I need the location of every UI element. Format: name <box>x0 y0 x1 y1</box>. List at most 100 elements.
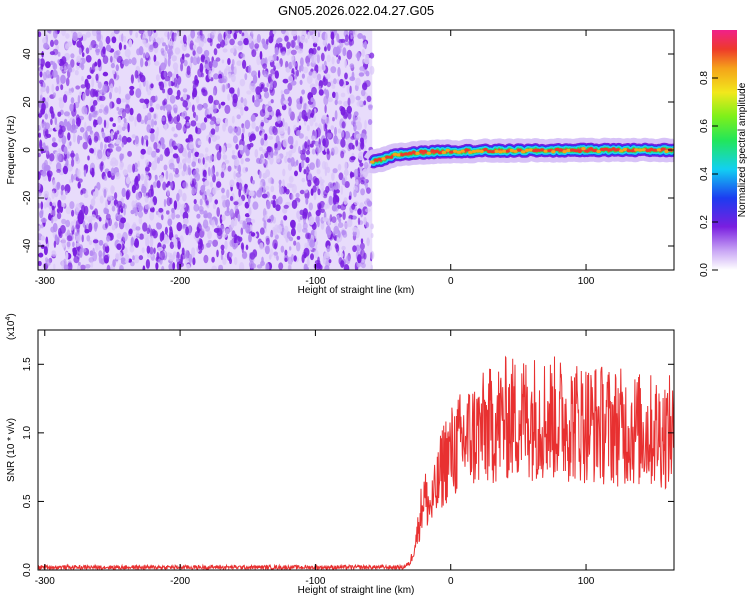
spectrogram-cell <box>244 201 250 209</box>
spectrogram-cell <box>47 74 53 79</box>
spectrogram-cell <box>236 176 242 183</box>
spectrogram-cell <box>200 54 205 61</box>
spectrogram-cell <box>162 181 167 191</box>
track-peak <box>505 149 511 153</box>
spectrogram-cell <box>124 48 131 58</box>
spectrogram-cell <box>313 192 317 201</box>
spectrogram-cell <box>306 62 310 67</box>
spectrogram-cell <box>222 233 228 238</box>
spectrogram-cell <box>149 99 153 107</box>
spectrogram-cell <box>55 85 60 92</box>
spectrogram-cell <box>245 224 251 234</box>
spectrogram-cell <box>216 117 221 124</box>
spectrogram-cell <box>149 211 155 221</box>
spectrogram-cell <box>349 171 353 179</box>
spectrogram-cell <box>363 178 367 186</box>
spectrogram-cell <box>259 227 265 235</box>
spectrogram-cell <box>290 49 297 55</box>
spectrogram-cell <box>289 246 292 251</box>
spectrogram-cell <box>179 235 184 244</box>
spectrogram-cell <box>343 197 348 205</box>
spectrogram-cell <box>349 76 356 82</box>
spectrogram-cell <box>350 156 356 161</box>
spectrogram-cell <box>248 233 252 243</box>
spectrogram-cell <box>110 157 117 165</box>
spectrogram-cell <box>55 184 61 191</box>
spectrogram-cell <box>332 168 338 174</box>
spectrogram-cell <box>103 207 108 215</box>
spectrogram-cell <box>291 199 298 209</box>
spectrogram-cell <box>171 210 176 220</box>
spectrogram-cell <box>240 106 244 116</box>
track-peak <box>539 148 545 152</box>
track-peak <box>543 149 548 153</box>
spectrogram-cell <box>122 169 128 176</box>
spectrogram-cell <box>306 75 313 84</box>
spectrogram-cell <box>199 198 203 206</box>
spectrogram-cell <box>252 201 259 210</box>
spectrogram-cell <box>116 97 122 105</box>
spectrogram-cell <box>275 135 280 145</box>
spectrogram-cell <box>134 238 140 248</box>
spectrogram-cell <box>325 116 331 125</box>
spectrogram-cell <box>117 116 122 123</box>
spectrogram-cell <box>263 220 267 229</box>
spectrogram-cell <box>189 40 194 50</box>
spectrogram-cell <box>353 168 359 179</box>
spectrogram-cell <box>320 208 325 213</box>
spectrogram-cell <box>156 180 161 189</box>
track-peak <box>626 149 631 153</box>
spectrogram-cell <box>285 60 289 69</box>
spectrogram-cell <box>237 45 243 51</box>
spectrogram-cell <box>75 203 81 213</box>
spectrogram-cell <box>204 147 209 153</box>
track-peak <box>441 150 447 155</box>
spectrogram-cell <box>295 140 298 147</box>
spectrogram-cell <box>227 93 231 101</box>
spectrogram-cell <box>282 118 285 128</box>
spectrogram-cell <box>213 154 217 162</box>
spectrogram-cell <box>60 202 66 208</box>
y-tick-label: 1.0 <box>22 425 33 439</box>
spectrogram-cell <box>77 134 81 145</box>
spectrogram-cell <box>360 89 366 97</box>
spectrogram-cell <box>96 181 101 191</box>
spectrogram-cell <box>164 236 170 244</box>
spectrogram-cell <box>343 100 349 107</box>
spectrogram-cell <box>258 170 262 179</box>
spectrogram-cell <box>133 254 140 264</box>
spectrogram-cell <box>237 87 240 98</box>
spectrogram-cell <box>298 146 301 154</box>
spectrogram-cell <box>145 166 150 172</box>
spectrogram-cell <box>291 222 296 230</box>
spectrogram-cell <box>71 118 76 127</box>
spectrogram-cell <box>263 133 268 141</box>
spectrogram-cell <box>304 141 308 149</box>
spectrogram-cell <box>211 256 215 263</box>
spectrogram-cell <box>362 35 366 41</box>
snr-panel: -300 -200 -100 0 100 0.0 0.5 1.0 1.5 Height of … <box>5 313 675 596</box>
spectrogram-cell <box>67 41 72 48</box>
spectrogram-cell <box>96 30 102 35</box>
spectrogram-cell <box>211 134 217 142</box>
spectrogram-cell <box>312 185 317 193</box>
spectrogram-cell <box>91 77 95 88</box>
spectrogram-cell <box>331 56 335 65</box>
spectrogram-cell <box>42 37 47 44</box>
spectrogram-cell <box>222 48 228 53</box>
spectrogram-cell <box>110 130 114 140</box>
spectrogram-cell <box>94 61 98 68</box>
spectrogram-cell <box>130 236 134 246</box>
spectrogram-cell <box>103 119 107 128</box>
spectrogram-cell <box>210 128 216 135</box>
spectrogram-cell <box>342 47 347 57</box>
spectrogram-cell <box>248 190 255 197</box>
spectrogram-cell <box>192 178 197 187</box>
spectrogram-cell <box>308 202 313 211</box>
spectrogram-cell <box>367 104 373 109</box>
spectrogram-cell <box>106 235 111 242</box>
spectrogram-cell <box>111 224 116 231</box>
spectrogram-cell <box>56 162 62 172</box>
spectrogram-cell <box>134 135 139 145</box>
